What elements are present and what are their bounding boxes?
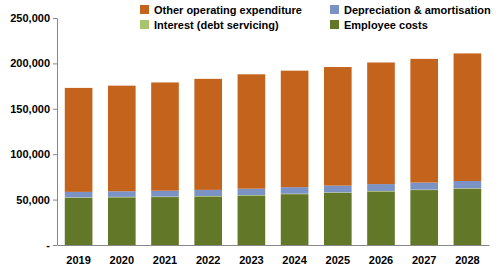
bar-segment [238,189,266,195]
y-tick: 50,000 [16,194,57,206]
bar-segment [151,197,179,245]
legend-item: Interest (debt servicing) [140,19,279,31]
bar-segment [65,192,93,197]
legend-item: Other operating expenditure [140,4,302,16]
bar-segment [367,62,395,184]
bar-segment [324,193,352,245]
legend: Other operating expenditure Depreciation … [140,4,491,31]
legend-label: Depreciation & amortisation [344,4,491,16]
x-tick-label: 2024 [282,254,307,266]
y-tick: 200,000 [10,57,57,69]
y-tick: 150,000 [10,103,57,115]
bar-segment [367,184,395,191]
bar-segment [65,198,93,245]
bar-segment [108,86,136,192]
y-axis-line [57,19,58,246]
legend-label: Other operating expenditure [154,4,302,16]
bar-segment [108,197,136,245]
bar-segment [410,59,438,183]
bar-segment [238,196,266,245]
y-tick: 250,000 [10,12,57,24]
y-tick-mark [53,109,57,110]
plot: -50,000100,000150,000200,000250,00020192… [10,12,489,266]
y-tick-mark [53,245,57,246]
x-tick: 2027 [412,245,436,266]
y-axis: - 50,000 100,000 150,000 200,000 250,000 [10,12,57,251]
x-tick-label: 2027 [412,254,436,266]
x-tick-label: 2028 [455,254,479,266]
y-tick: 100,000 [10,148,57,160]
bar-segment [65,88,93,192]
bar-segment [324,186,352,193]
x-tick: 2020 [110,245,134,266]
bar-segment [454,181,482,188]
x-tick-label: 2026 [369,254,393,266]
bar-segment [281,187,309,194]
x-axis: 2019 2020 2021 2022 2023 2024 2025 2026 2027 2028 [58,245,490,266]
x-axis-line [58,245,490,246]
bar-segment [151,82,179,190]
legend-item: Employee costs [330,19,428,31]
bars [65,53,481,245]
bar-segment [324,67,352,186]
bar-segment [281,71,309,187]
x-tick: 2023 [239,245,263,266]
x-tick-label: 2022 [196,254,220,266]
bar-segment [151,191,179,197]
y-tick-label: 100,000 [10,148,50,160]
bar-segment [454,189,482,245]
x-tick-label: 2021 [153,254,177,266]
bar-segment [108,191,136,197]
y-tick-label: 200,000 [10,57,50,69]
bar-segment [281,194,309,245]
x-tick: 2026 [369,245,393,266]
x-tick-label: 2020 [110,254,134,266]
bar-segment [410,183,438,190]
legend-label: Employee costs [344,19,428,31]
legend-label: Interest (debt servicing) [154,19,279,31]
legend-swatch [140,5,149,14]
bar-segment [194,196,222,245]
x-tick: 2021 [153,245,177,266]
y-tick-label: 150,000 [10,103,50,115]
x-tick-label: 2023 [239,254,263,266]
y-tick: - [46,239,57,251]
x-tick: 2024 [282,245,307,266]
bar-segment [194,190,222,196]
y-tick-mark [53,18,57,19]
y-tick-label: 250,000 [10,12,50,24]
x-tick: 2019 [66,245,90,266]
legend-item: Depreciation & amortisation [330,4,491,16]
bar-segment [194,79,222,190]
legend-swatch [140,20,149,29]
y-tick-mark [53,63,57,64]
y-tick-label: - [46,239,50,251]
chart: -50,000100,000150,000200,000250,00020192… [0,0,499,280]
x-tick: 2022 [196,245,220,266]
y-tick-mark [53,200,57,201]
bar-segment [367,191,395,245]
y-tick-mark [53,154,57,155]
y-tick-label: 50,000 [16,194,50,206]
legend-swatch [330,20,339,29]
x-tick: 2028 [455,245,479,266]
legend-swatch [330,5,339,14]
bar-segment [410,190,438,245]
x-tick: 2025 [326,245,350,266]
x-tick-label: 2025 [326,254,350,266]
bar-segment [454,53,482,181]
bar-segment [238,74,266,188]
x-tick-label: 2019 [66,254,90,266]
